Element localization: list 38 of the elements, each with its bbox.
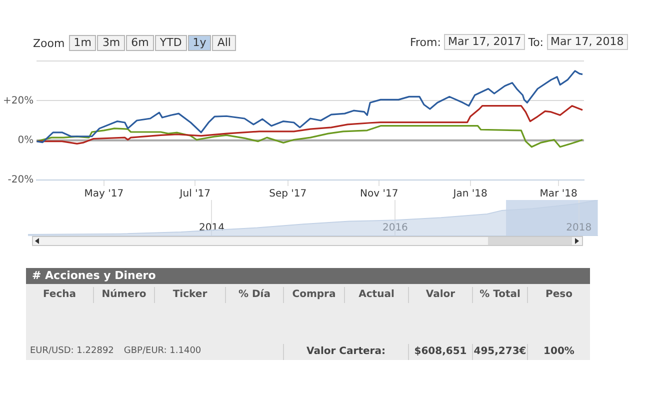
text: 1y [188,35,212,51]
text: EUR/USD: 1.22892 [30,346,114,356]
text: Mar 17, 2017 [444,34,526,50]
text: $608,651 [408,344,472,360]
x-tick-label: Jan '18 [452,188,488,200]
text: 100% [527,344,590,360]
text: Número [93,287,154,303]
y-tick-label: -20% [8,174,34,186]
text: Compra [283,287,344,303]
x-tick-label: Mar '18 [540,188,578,200]
text: From: [410,36,441,48]
text: All [212,35,236,51]
text: Fecha [42,288,77,302]
x-tick-label: 2016 [382,222,408,234]
x-tick-label: Nov '17 [360,188,398,200]
text: Actual [344,287,408,303]
text: % Total [472,287,527,303]
y-tick-label: 0% [18,134,34,146]
text: 6m [126,35,154,51]
text: # Acciones y Dinero [26,268,590,284]
x-tick-label: May '17 [84,188,124,200]
text: Valor [408,287,472,303]
text: GBP/EUR: 1.1400 [124,346,202,356]
text: 3m [97,35,126,51]
text: % Día [225,287,283,303]
text: Valor Cartera: [283,344,408,360]
x-tick-label: Jul '17 [178,188,210,200]
text: To: [528,36,544,48]
text: 1m [68,35,96,51]
x-tick-label: 2018 [566,222,592,234]
text: Peso [527,287,590,303]
y-tick-label: +20% [2,95,34,106]
text: Ticker [154,287,225,303]
text: 495,273€ [472,344,527,360]
text: Mar 17, 2018 [546,34,628,50]
x-tick-label: Sep '17 [269,188,307,200]
text: YTD [154,35,187,51]
text: Zoom [33,36,65,50]
